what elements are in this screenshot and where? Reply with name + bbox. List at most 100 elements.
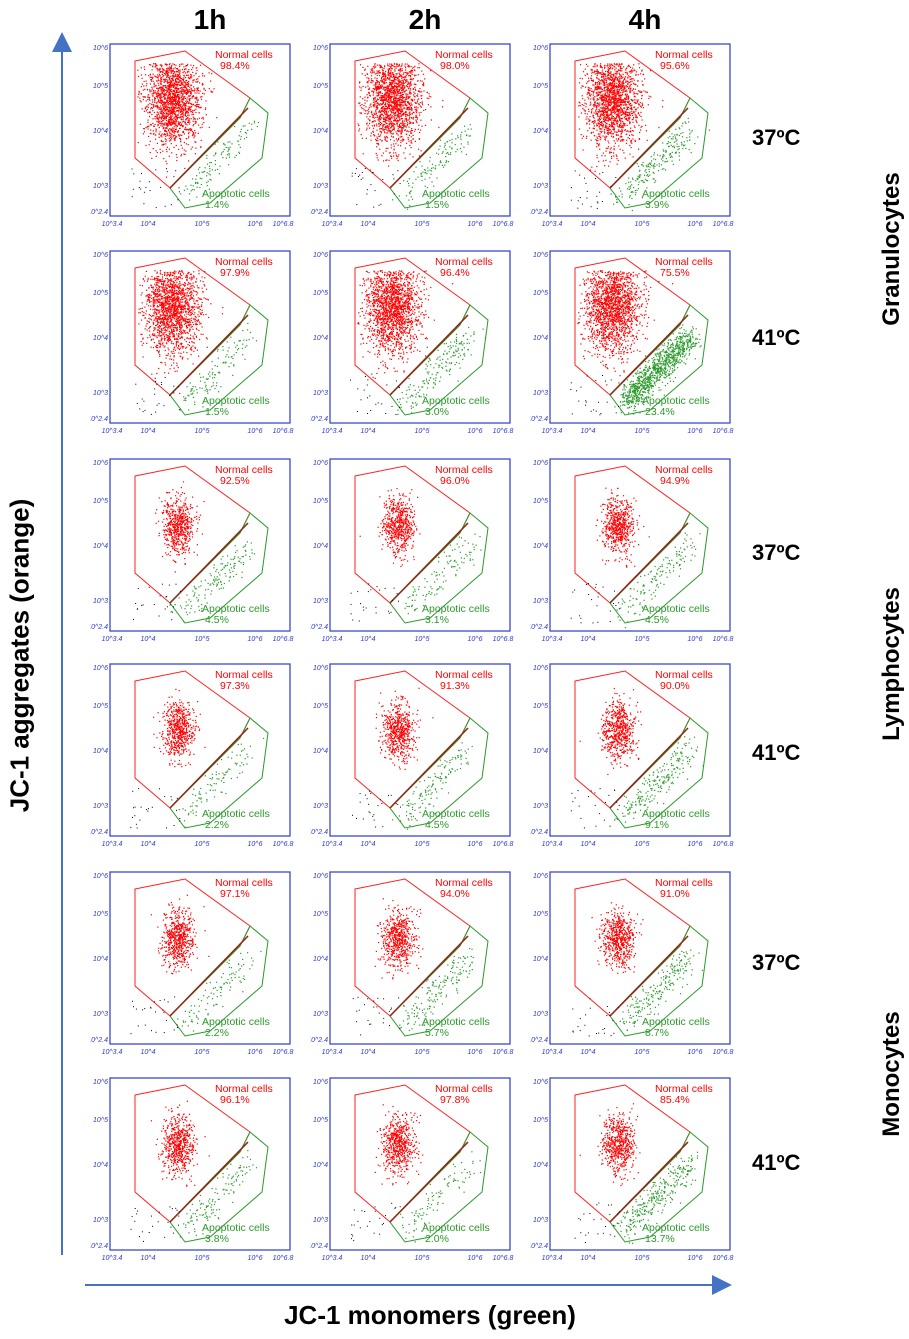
column-header-4h: 4h: [595, 4, 695, 36]
x-tick-label: 10^3.4: [322, 221, 343, 228]
x-tick-label: 10^5: [195, 841, 210, 848]
x-tick-label: 10^6.8: [273, 841, 294, 848]
apoptotic-cells-label: Apoptotic cells: [202, 395, 270, 407]
y-tick-label: 10^3: [313, 598, 328, 605]
normal-cells-label: Normal cells: [655, 1083, 713, 1095]
y-tick-label: 10^3: [93, 1011, 108, 1018]
y-tick-label: 10^4: [313, 748, 328, 755]
y-tick-label: 10^3: [533, 183, 548, 190]
y-tick-label: 10^2.4: [530, 829, 548, 836]
x-tick-label: 10^6.8: [273, 636, 294, 643]
normal-cells: [138, 270, 224, 379]
y-tick-label: 10^5: [313, 911, 328, 918]
x-tick-label: 10^5: [415, 1049, 430, 1056]
y-tick-label: 10^6: [313, 1079, 328, 1086]
y-tick-label: 10^4: [93, 1162, 108, 1169]
ungated-events: [352, 790, 401, 828]
x-tick-label: 10^3.4: [542, 1255, 563, 1262]
x-tick-label: 10^5: [415, 1255, 430, 1262]
x-tick-label: 10^6: [248, 428, 263, 435]
apoptotic-cells: [613, 117, 710, 212]
y-tick-label: 10^2.4: [530, 209, 548, 216]
apoptotic-cells-percent: 13.7%: [645, 1233, 675, 1245]
normal-cells-label: Normal cells: [435, 669, 493, 681]
x-tick-label: 10^6: [688, 221, 703, 228]
y-tick-label: 10^3: [93, 390, 108, 397]
normal-cells: [595, 487, 650, 568]
scatter-plot: 10^3.4 10^4 10^5 10^6 10^6.8 10^2.4 10^3 10^4 10…: [530, 458, 734, 643]
scatter-panel: 10^3.4 10^4 10^5 10^6 10^6.8 10^2.4 10^3 10^4 10…: [310, 38, 515, 238]
normal-cells-label: Normal cells: [655, 49, 713, 61]
gate-boundary: [169, 1141, 249, 1223]
normal-cells-percent: 92.5%: [220, 475, 250, 487]
ungated-events: [570, 170, 617, 209]
x-tick-label: 10^3.4: [102, 221, 123, 228]
x-tick-label: 10^4: [141, 1049, 156, 1056]
plot-frame: [109, 250, 291, 424]
y-tick-label: 10^6: [533, 45, 548, 52]
x-tick-label: 10^6.8: [493, 221, 514, 228]
scatter-panel: 10^3.4 10^4 10^5 10^6 10^6.8 10^2.4 10^3 10^4 10…: [530, 866, 735, 1066]
y-tick-label: 10^5: [93, 290, 108, 297]
y-tick-label: 10^5: [533, 498, 548, 505]
y-tick-label: 10^5: [533, 83, 548, 90]
scatter-plot: 10^3.4 10^4 10^5 10^6 10^6.8 10^2.4 10^3 10^4 10…: [90, 458, 294, 643]
x-tick-label: 10^4: [361, 841, 376, 848]
x-tick-label: 10^3.4: [322, 1255, 343, 1262]
ungated-events: [133, 583, 181, 621]
temp-label-row2: 41ºC: [752, 325, 832, 351]
y-tick-label: 10^2.4: [90, 209, 108, 216]
gate-boundary: [389, 522, 469, 604]
y-tick-label: 10^2.4: [310, 829, 328, 836]
plot-frame: [109, 663, 291, 837]
normal-cells-percent: 94.9%: [660, 475, 690, 487]
y-tick-label: 10^2.4: [310, 624, 328, 631]
scatter-plot: 10^3.4 10^4 10^5 10^6 10^6.8 10^2.4 10^3 10^4 10…: [310, 458, 514, 643]
temp-label-row4: 41ºC: [752, 740, 832, 766]
gate-boundary: [609, 107, 689, 189]
x-tick-label: 10^6: [468, 1255, 483, 1262]
y-tick-label: 10^5: [533, 1117, 548, 1124]
y-tick-label: 10^5: [93, 83, 108, 90]
apoptotic-cells: [400, 1151, 482, 1243]
x-tick-label: 10^3.4: [322, 841, 343, 848]
scatter-plot: 10^3.4 10^4 10^5 10^6 10^6.8 10^2.4 10^3 10^4 10…: [310, 871, 514, 1056]
x-tick-label: 10^4: [581, 1255, 596, 1262]
ungated-events: [570, 788, 620, 829]
y-tick-label: 10^6: [533, 252, 548, 259]
y-tick-label: 10^4: [93, 956, 108, 963]
x-tick-label: 10^5: [195, 1255, 210, 1262]
plot-frame: [329, 871, 511, 1045]
x-tick-label: 10^3.4: [542, 636, 563, 643]
y-tick-label: 10^3: [533, 390, 548, 397]
y-tick-label: 10^6: [93, 873, 108, 880]
x-tick-label: 10^6: [468, 841, 483, 848]
y-tick-label: 10^4: [533, 956, 548, 963]
scatter-plot: 10^3.4 10^4 10^5 10^6 10^6.8 10^2.4 10^3 10^4 10…: [530, 43, 734, 228]
scatter-plot: 10^3.4 10^4 10^5 10^6 10^6.8 10^2.4 10^3 10^4 10…: [530, 871, 734, 1056]
gate-boundary: [169, 935, 249, 1017]
x-tick-label: 10^6: [468, 221, 483, 228]
normal-cells-percent: 97.9%: [220, 267, 250, 279]
plot-frame: [329, 1077, 511, 1251]
x-tick-label: 10^6.8: [713, 1255, 734, 1262]
normal-cells-label: Normal cells: [435, 49, 493, 61]
gate-boundary: [609, 522, 689, 604]
gate-boundary: [169, 727, 249, 809]
y-tick-label: 10^3: [313, 390, 328, 397]
scatter-plot: 10^3.4 10^4 10^5 10^6 10^6.8 10^2.4 10^3 10^4 10…: [90, 1077, 294, 1262]
y-tick-label: 10^6: [93, 665, 108, 672]
apoptotic-cells-label: Apoptotic cells: [642, 1222, 710, 1234]
x-tick-label: 10^6.8: [493, 1049, 514, 1056]
y-tick-label: 10^6: [313, 873, 328, 880]
y-tick-label: 10^4: [313, 128, 328, 135]
y-tick-label: 10^6: [93, 460, 108, 467]
apoptotic-cells-percent: 4.5%: [425, 819, 449, 831]
y-tick-label: 10^5: [313, 83, 328, 90]
x-tick-label: 10^6: [688, 1255, 703, 1262]
x-tick-label: 10^5: [195, 636, 210, 643]
x-tick-label: 10^5: [635, 1255, 650, 1262]
ungated-events: [131, 168, 180, 209]
y-tick-label: 10^6: [533, 873, 548, 880]
